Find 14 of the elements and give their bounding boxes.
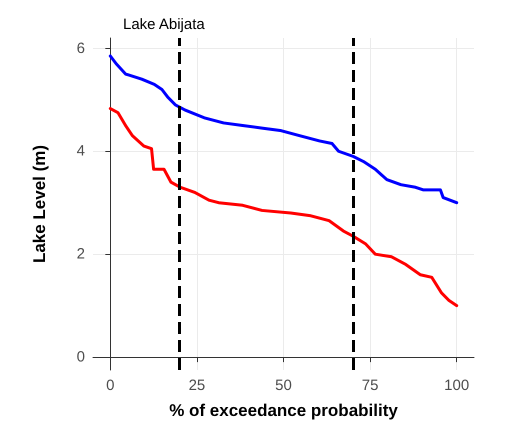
y-tick-label: 0: [76, 348, 85, 366]
y-tick-label: 6: [76, 40, 85, 57]
y-tick-label: 2: [76, 246, 85, 263]
x-axis-title: % of exceedance probability: [169, 401, 398, 420]
line-series: [108, 54, 458, 204]
x-tick-label: 100: [444, 377, 470, 394]
x-tick-label: 25: [188, 377, 206, 394]
x-tick-label: 0: [106, 377, 114, 394]
x-tick-label: 75: [362, 377, 378, 394]
x-tick-label: 50: [275, 377, 292, 394]
y-tick-label: 4: [76, 142, 85, 160]
chart-title: Lake Abijata: [123, 16, 206, 33]
y-axis-title: Lake Level (m): [30, 144, 49, 264]
line-series: [108, 107, 458, 308]
